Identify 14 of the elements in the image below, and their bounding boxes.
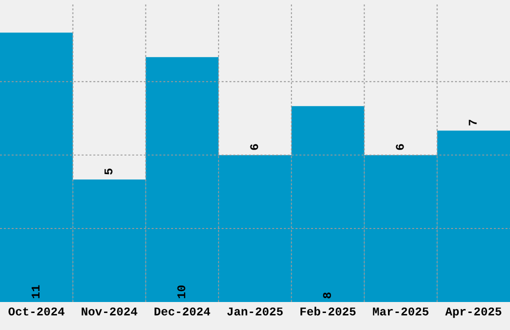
- data-label: 5: [104, 168, 112, 174]
- x-tick-label: Oct-2024: [8, 307, 64, 316]
- data-label: 8: [323, 292, 332, 298]
- x-tick-label: Nov-2024: [82, 307, 138, 316]
- data-label: 6: [396, 144, 404, 150]
- x-tick-label: Mar-2025: [372, 307, 428, 316]
- data-label: 11: [32, 285, 40, 298]
- data-label: 10: [177, 285, 186, 298]
- x-tick-label: Dec-2024: [154, 307, 210, 316]
- data-label: 6: [250, 144, 258, 150]
- x-tick-label: Feb-2025: [300, 306, 356, 316]
- x-tick-label: Jan-2025: [227, 307, 283, 316]
- data-label: 7: [468, 120, 477, 126]
- x-tick-label: Apr-2025: [445, 307, 502, 318]
